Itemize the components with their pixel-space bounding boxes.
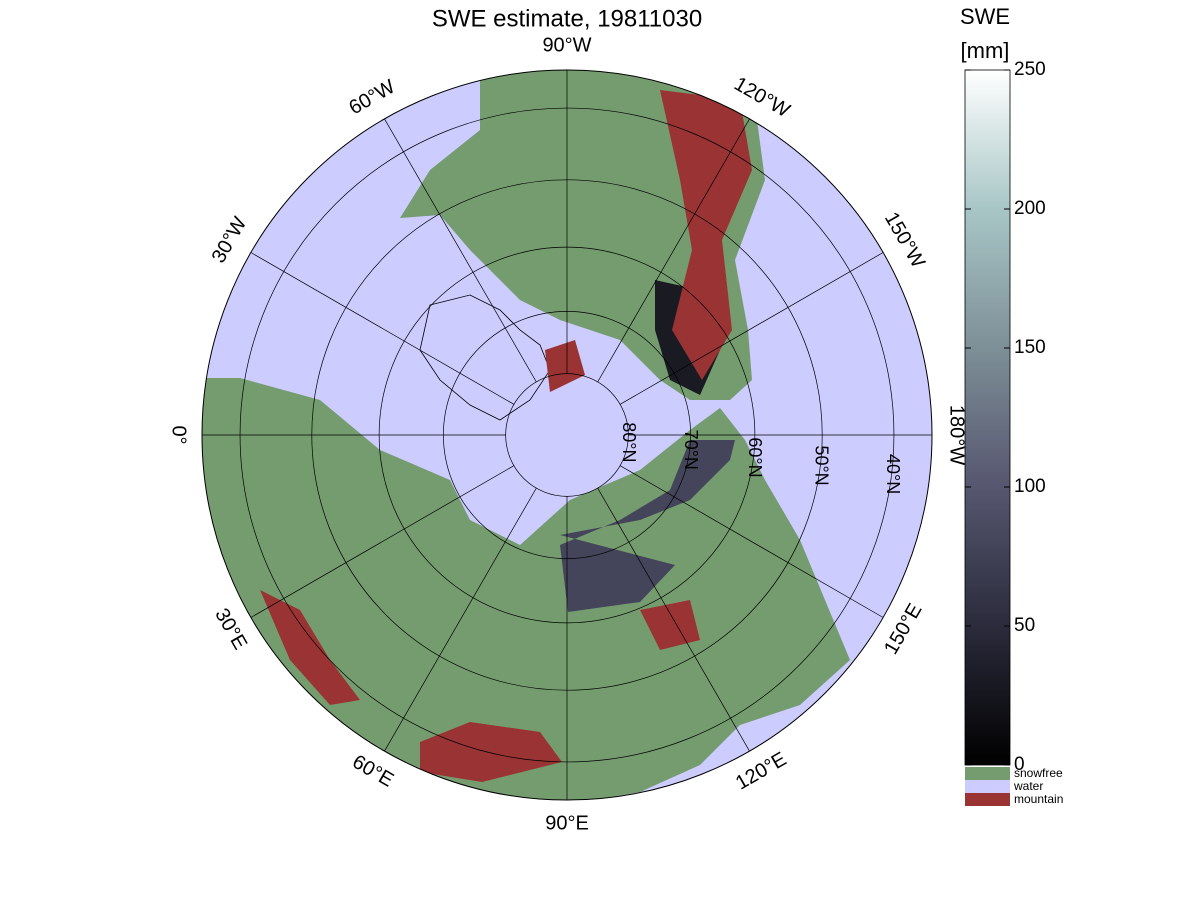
colorbar-tick-label: 100 [1014, 476, 1046, 497]
meridian [384, 487, 537, 752]
colorbar-title: SWE [960, 4, 1010, 29]
snow-cover [560, 440, 735, 612]
meridian [619, 465, 884, 618]
colorbar-tick-label: 250 [1014, 59, 1046, 80]
meridian [384, 118, 537, 383]
legend-label: water [1013, 779, 1043, 793]
parallel-label: 40°N [883, 454, 903, 494]
legend-swatch [965, 793, 1010, 806]
mountain [260, 590, 360, 705]
meridian [597, 118, 750, 383]
meridian-label: 0° [168, 425, 190, 444]
meridian-label: 90°W [542, 34, 591, 56]
legend-swatch [965, 767, 1010, 780]
map: 80°N 70°N 60°N 50°N 40°N 90°W 60°W 30°W 0° 30°E 60… [168, 34, 968, 834]
meridian [619, 252, 884, 405]
meridian-label: 60°E [348, 751, 397, 792]
meridian-label: 60°W [345, 76, 399, 120]
meridian [597, 487, 750, 752]
mountain [660, 90, 752, 380]
mountain [420, 722, 562, 782]
meridian-label: 90°E [545, 812, 589, 834]
colorbar-tick-label: 50 [1014, 615, 1035, 636]
meridian [250, 465, 515, 618]
map-frame [201, 69, 933, 801]
colorbar [964, 69, 1011, 766]
land [202, 70, 850, 800]
parallel-label: 70°N [681, 430, 701, 470]
meridian-label: 30°E [210, 605, 251, 654]
title: SWE estimate, 19811030 [432, 5, 702, 32]
colorbar-tick-label: 0 [1014, 754, 1025, 775]
colorbar-unit: [mm] [961, 38, 1010, 63]
legend-label: snowfree [1014, 766, 1063, 780]
legend-label: mountain [1014, 792, 1063, 806]
meridian-label: 180°W [946, 405, 968, 465]
mountain [640, 600, 700, 650]
meridian-label: 30°W [208, 213, 252, 267]
colorbar-tick-label: 200 [1014, 198, 1046, 219]
graticule [202, 70, 932, 800]
mountain [545, 340, 585, 392]
parallel-label: 50°N [812, 445, 832, 485]
parallel-label: 60°N [745, 437, 765, 477]
colorbar-tick-label: 150 [1014, 337, 1046, 358]
legend-swatch [965, 780, 1010, 793]
parallel-label: 80°N [619, 422, 639, 462]
meridian [250, 252, 515, 405]
